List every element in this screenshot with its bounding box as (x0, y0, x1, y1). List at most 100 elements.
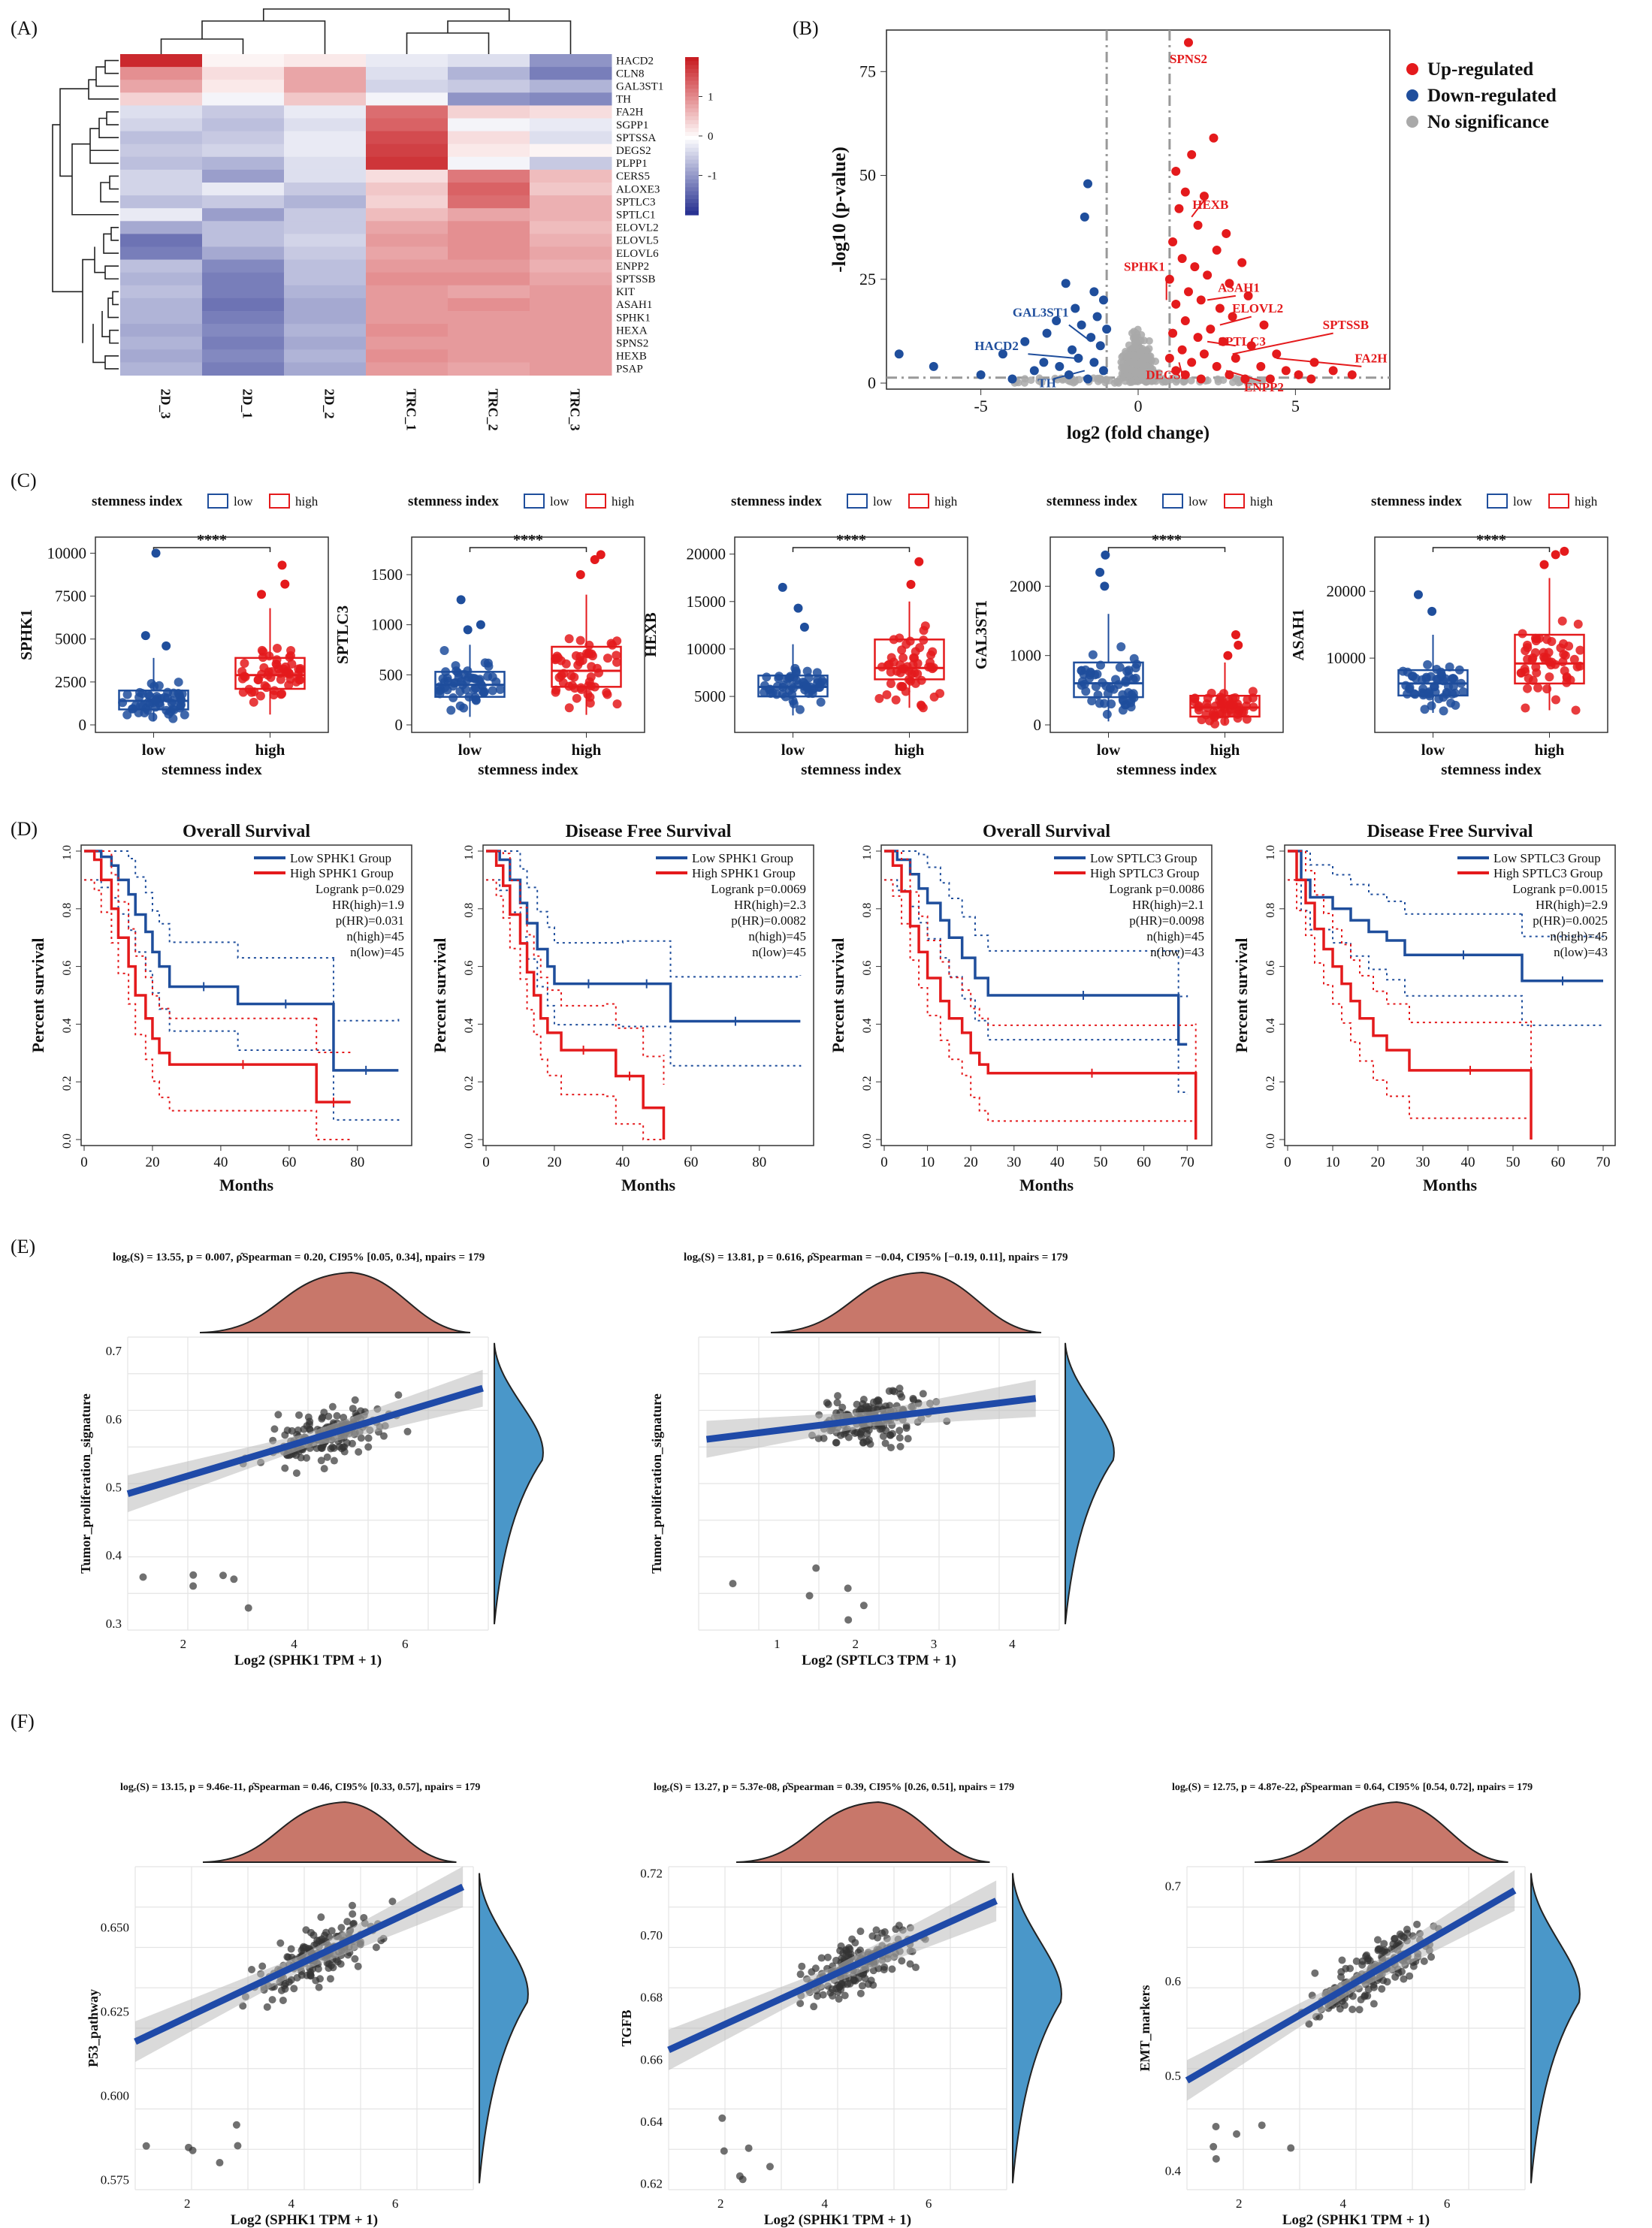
nonsig-point (1128, 346, 1136, 354)
jitter-point (464, 672, 473, 682)
data-point (283, 1426, 291, 1435)
data-point (868, 1932, 877, 1940)
jitter-point (1448, 674, 1458, 684)
jitter-point (898, 653, 908, 663)
heatmap-cell (202, 169, 285, 183)
legend-high: High SPHK1 Group (290, 866, 394, 880)
data-point (239, 2002, 247, 2010)
jitter-point (564, 634, 574, 644)
y-tick-label: 0.8 (61, 903, 74, 918)
ci-lower-low (884, 879, 1188, 1094)
heatmap-cell (120, 156, 203, 171)
x-tick-label: 40 (1050, 1155, 1065, 1170)
colorbar-segment (685, 96, 699, 101)
data-point (836, 1946, 844, 1955)
x-tick-label: low (458, 741, 482, 759)
heatmap-cell (530, 156, 612, 171)
jitter-point (1088, 650, 1098, 660)
outlier-point (1210, 2142, 1218, 2151)
label-leader (1178, 362, 1183, 376)
heatmap-cell (448, 362, 530, 376)
jitter-point (606, 639, 616, 648)
stat-line: p(HR)=0.0098 (1129, 913, 1204, 928)
heatmap-cell (530, 208, 612, 222)
up-point (1180, 187, 1190, 197)
heatmap-cell (366, 131, 448, 145)
data-point (1370, 2000, 1378, 2008)
jitter-point (1239, 707, 1249, 717)
jitter-point (1093, 690, 1103, 700)
survival-curve-high (486, 850, 666, 1140)
heatmap-panel: HACD2CLN8GAL3ST1THFA2HSGPP1SPTSSADEGS2PL… (52, 8, 717, 431)
significance-bracket (469, 547, 587, 552)
colorbar-segment (685, 104, 699, 109)
jitter-point (175, 692, 185, 702)
heatmap-cell (202, 324, 285, 337)
data-point (878, 1929, 886, 1937)
y-tick-label: 0.7 (1165, 1879, 1182, 1893)
outlier-point (575, 570, 585, 579)
jitter-point (1436, 667, 1446, 677)
regression-line (667, 1897, 998, 2054)
heatmap-cell (284, 92, 367, 106)
heatmap-row-label: FA2H (616, 107, 644, 119)
jitter-point (891, 695, 901, 705)
data-point (1340, 2001, 1348, 2009)
jitter-point (808, 689, 817, 699)
jitter-point (795, 705, 805, 714)
y-tick-label: 1000 (1010, 647, 1041, 665)
y-tick-label: 1500 (371, 566, 403, 584)
data-point (834, 1392, 842, 1400)
jitter-point (1443, 682, 1453, 692)
outlier-point (277, 560, 287, 570)
jitter-point (883, 660, 892, 670)
nonsig-point (1143, 377, 1151, 385)
heatmap-cell (284, 118, 367, 132)
data-point (1420, 1957, 1428, 1965)
heatmap-cell (120, 349, 203, 363)
jitter-point (557, 671, 566, 681)
y-tick-label: 0.0 (463, 1134, 476, 1149)
data-point (394, 1391, 403, 1399)
outlier-point (735, 2172, 744, 2180)
jitter-point (1107, 699, 1116, 709)
x-tick-label: high (1535, 741, 1565, 759)
x-tick-label: 1 (774, 1637, 781, 1651)
data-point (349, 1909, 357, 1918)
jitter-point (1557, 616, 1567, 626)
data-point (360, 1913, 368, 1922)
heatmap-cell (530, 234, 612, 247)
up-point (1168, 237, 1178, 246)
heatmap-cell (284, 337, 367, 350)
jitter-point (1420, 705, 1430, 714)
legend-high: High SPTLC3 Group (1493, 866, 1602, 880)
data-point (1311, 1969, 1319, 1977)
jitter-point (246, 687, 256, 697)
nonsig-point (1035, 374, 1043, 382)
data-point (305, 1420, 313, 1429)
jitter-point (919, 635, 929, 645)
correlation-plot: 2 4 6 0.4 0.5 0.6 0.7 Log2 (SPHK1 TPM + 1) EMT_m… (1137, 1782, 1581, 2228)
regression-line (126, 1384, 484, 1497)
label-leader (1068, 324, 1092, 343)
y-tick-label: 0.650 (101, 1921, 129, 1935)
heatmap-cell (448, 311, 530, 325)
heatmap-cell (284, 285, 367, 299)
jitter-point (602, 687, 612, 697)
up-point (1199, 349, 1209, 359)
jitter-point (285, 652, 294, 662)
heatmap-cell (202, 297, 285, 312)
x-tick-label: 4 (1339, 2196, 1346, 2211)
jitter-point (1126, 702, 1136, 712)
y-tick-label: 0.70 (640, 1928, 663, 1943)
stat-line: Logrank p=0.0069 (711, 882, 806, 896)
nonsig-point (1102, 376, 1110, 384)
y-tick-label: 0.2 (861, 1076, 874, 1091)
heatmap-cell (448, 169, 530, 183)
label-leader (1207, 294, 1236, 301)
jitter-point (439, 646, 449, 656)
data-point (1370, 1983, 1378, 1991)
x-tick-label: -5 (974, 397, 987, 415)
jitter-point (788, 696, 798, 706)
